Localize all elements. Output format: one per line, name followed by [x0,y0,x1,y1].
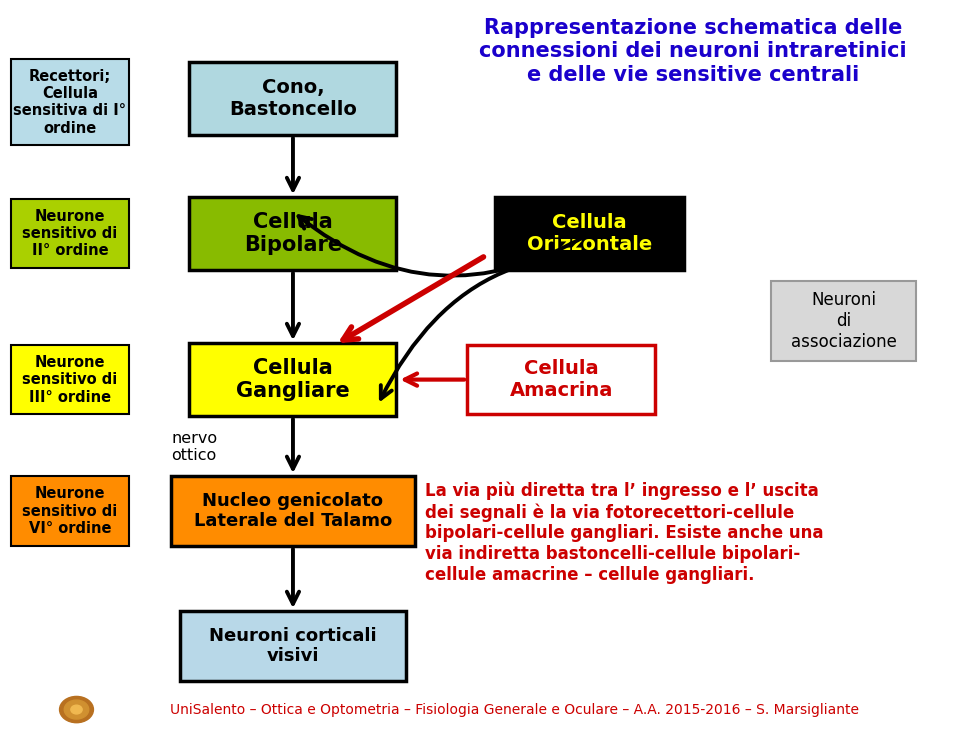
Text: Neurone
sensitivo di
III° ordine: Neurone sensitivo di III° ordine [22,355,117,404]
FancyBboxPatch shape [468,345,656,414]
Text: Recettori;
Cellula
sensitiva di I°
ordine: Recettori; Cellula sensitiva di I° ordin… [13,69,127,136]
FancyBboxPatch shape [189,197,396,270]
Text: Rappresentazione schematica delle
connessioni dei neuroni intraretinici
e delle : Rappresentazione schematica delle connes… [479,18,907,85]
Text: La via più diretta tra l’ ingresso e l’ uscita
dei segnali è la via fotorecettor: La via più diretta tra l’ ingresso e l’ … [424,482,824,584]
FancyBboxPatch shape [171,476,416,546]
Text: UniSalento – Ottica e Optometria – Fisiologia Generale e Oculare – A.A. 2015-201: UniSalento – Ottica e Optometria – Fisio… [170,703,858,717]
Text: Nucleo genicolato
Laterale del Talamo: Nucleo genicolato Laterale del Talamo [194,491,392,531]
FancyBboxPatch shape [12,345,129,414]
FancyBboxPatch shape [12,59,129,145]
Circle shape [60,696,93,723]
Text: Cellula
Bipolare: Cellula Bipolare [244,212,342,256]
FancyBboxPatch shape [189,62,396,135]
Text: Cono,
Bastoncello: Cono, Bastoncello [229,78,357,119]
Text: Neuroni corticali
visivi: Neuroni corticali visivi [209,626,376,666]
FancyBboxPatch shape [12,199,129,268]
Text: Cellula
Gangliare: Cellula Gangliare [236,358,349,402]
Circle shape [64,700,88,719]
Text: Neuroni
di
associazione: Neuroni di associazione [791,291,897,351]
FancyBboxPatch shape [189,343,396,416]
Text: nervo
ottico: nervo ottico [171,431,217,463]
Text: Neurone
sensitivo di
II° ordine: Neurone sensitivo di II° ordine [22,209,117,258]
FancyBboxPatch shape [12,476,129,546]
Text: Neurone
sensitivo di
VI° ordine: Neurone sensitivo di VI° ordine [22,486,117,536]
Text: Cellula
Amacrina: Cellula Amacrina [510,359,612,400]
FancyBboxPatch shape [495,197,684,270]
Text: Cellula
Orizzontale: Cellula Orizzontale [527,213,652,254]
Circle shape [71,705,83,714]
FancyBboxPatch shape [771,281,917,361]
FancyBboxPatch shape [180,612,406,680]
